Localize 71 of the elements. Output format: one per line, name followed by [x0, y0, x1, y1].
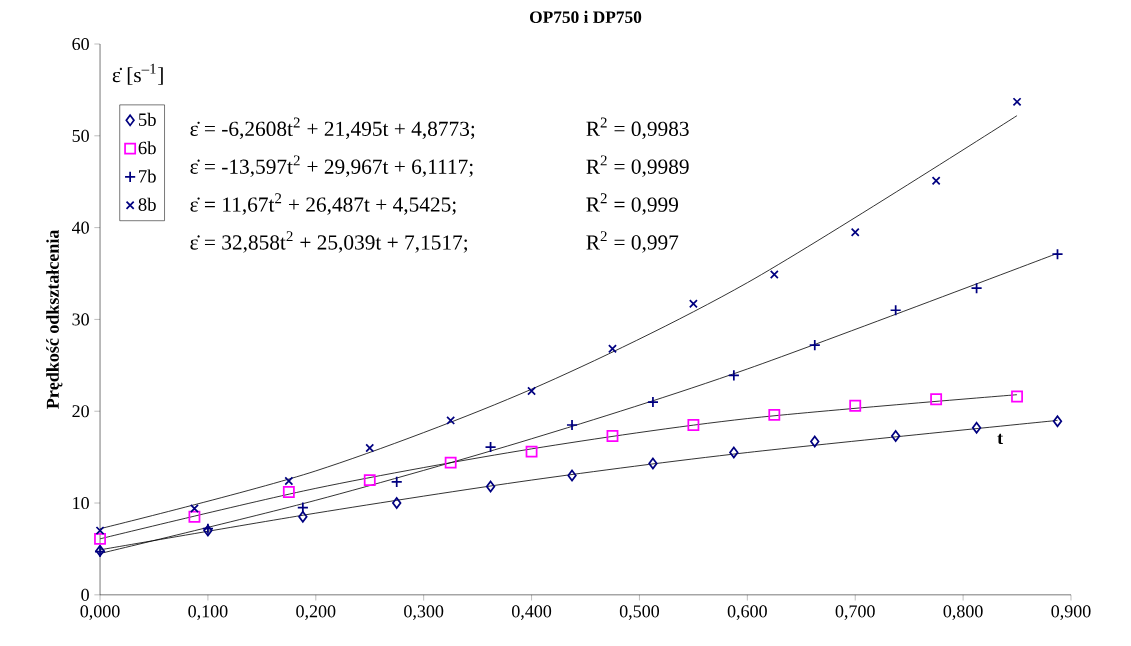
point [1012, 97, 1022, 107]
x-tick-label: 0,100 [188, 605, 228, 621]
point [808, 339, 821, 352]
point [970, 282, 983, 295]
annotation: ε̇ = -6,2608t$^{2}$ + 21,495t + 4,8773; [190, 117, 475, 140]
point [1011, 390, 1023, 403]
point [527, 386, 537, 396]
point [768, 409, 781, 422]
point [606, 430, 619, 443]
annotation: ε̇ = 32,858t$^{2}$ + 25,039t + 7,1517; [190, 231, 468, 253]
point [889, 304, 902, 317]
y-tick-label: 10 [73, 497, 89, 510]
y-tick-label: 50 [72, 129, 89, 143]
annotation: R$^{2}$ = 0,9983 [586, 117, 689, 140]
x-tick-label: 0,300 [404, 605, 444, 621]
legend-label: 6b [138, 141, 156, 155]
point [1052, 415, 1063, 428]
x-axis-title: t [997, 434, 1004, 445]
annotation: R$^{2}$ = 0,9989 [586, 155, 689, 178]
point [392, 497, 402, 510]
point [608, 344, 617, 354]
chart-title: OP750 i DP750 [530, 11, 642, 24]
point [282, 486, 295, 499]
x-tick-label: 0,200 [296, 605, 336, 621]
annotation: R$^{2}$ = 0,997 [586, 231, 679, 253]
x-tick-label: 0,900 [1051, 605, 1091, 621]
point [648, 457, 658, 470]
point [931, 176, 941, 186]
y-tick-label: 40 [71, 221, 89, 234]
point [930, 393, 943, 406]
x-tick-label: 0,000 [80, 605, 120, 621]
annotation: R$^{2}$ = 0,999 [586, 193, 678, 216]
point [727, 369, 740, 382]
point [688, 299, 698, 309]
annotation: ε̇ = 11,67t$^{2}$ + 26,487t + 4,5425; [190, 193, 456, 216]
point [365, 443, 375, 453]
point [971, 422, 982, 434]
point [94, 533, 106, 545]
point [567, 469, 577, 482]
y-axis-title: Prędkość odkształcenia [46, 230, 63, 410]
point [485, 480, 496, 493]
point [1051, 248, 1064, 261]
x-tick-label: 0,600 [727, 605, 767, 621]
legend-label: 8b [138, 197, 156, 212]
point [891, 430, 901, 443]
x-tick-label: 0,500 [619, 605, 660, 621]
y-tick-label: 30 [72, 313, 89, 326]
point [850, 227, 860, 237]
point [687, 419, 700, 432]
y-tick-label: 0 [81, 588, 89, 602]
annotation: ε̇ [s$^{–1}$] [112, 64, 163, 86]
point [446, 416, 456, 426]
point [729, 446, 739, 459]
point [849, 400, 862, 412]
y-tick-label: 60 [72, 38, 89, 51]
point [810, 435, 820, 448]
point [525, 445, 538, 458]
point [95, 526, 105, 536]
annotation: ε̇ = -13,597t$^{2}$ + 29,967t + 6,1117; [190, 155, 473, 178]
point [284, 476, 294, 486]
legend-label: 7b [139, 169, 156, 183]
y-tick-label: 20 [72, 405, 89, 418]
x-tick-label: 0,400 [512, 605, 552, 621]
point [769, 270, 779, 280]
point [189, 504, 199, 514]
point [188, 511, 201, 523]
x-tick-label: 0,800 [943, 605, 983, 621]
point [363, 474, 376, 487]
x-tick-label: 0,700 [835, 605, 875, 621]
legend-label: 5b [138, 113, 156, 127]
point [444, 456, 457, 469]
